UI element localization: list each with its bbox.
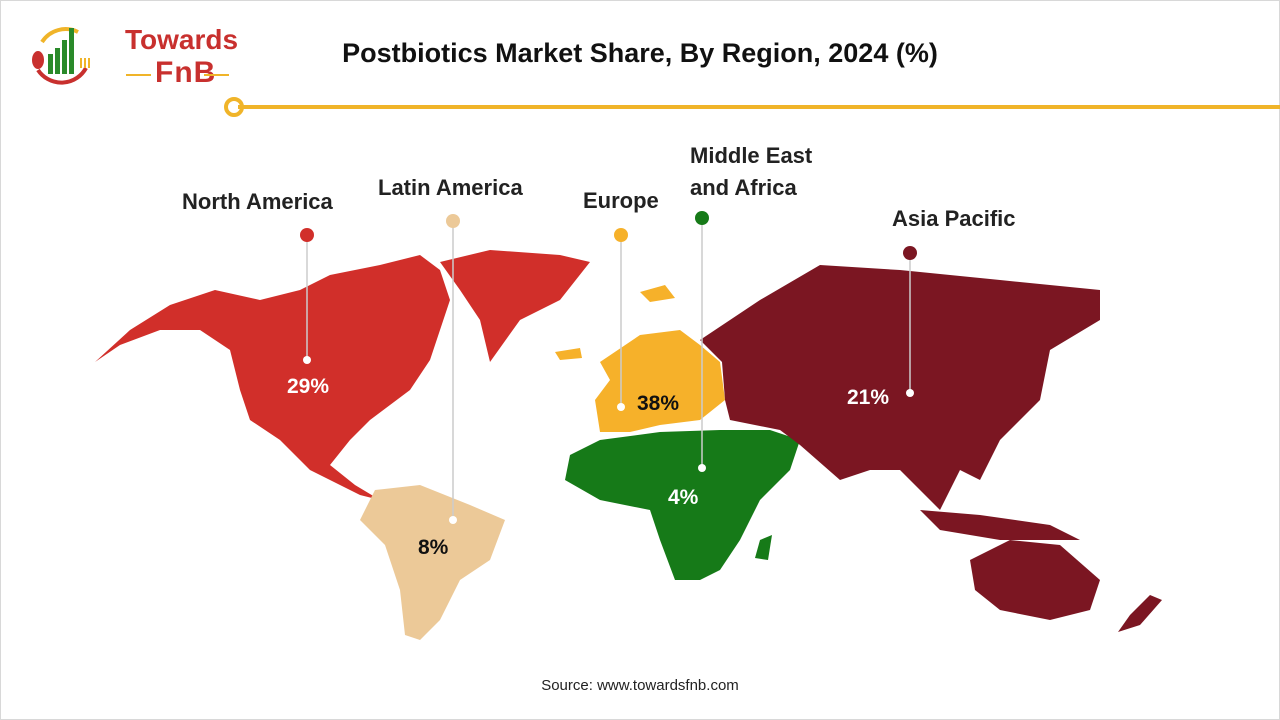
- map-shape: [32, 51, 44, 69]
- region-svalbard: [640, 285, 675, 302]
- logo-text: Towards: [125, 24, 239, 55]
- value-label-latin-america: 8%: [418, 536, 449, 559]
- map-shape: [69, 28, 74, 74]
- marker-anchor: [906, 389, 914, 397]
- value-label-middle-east-africa: 4%: [668, 486, 699, 509]
- map-shape: [40, 27, 79, 44]
- value-label-europe: 38%: [637, 392, 680, 415]
- region-new-zealand: [1118, 595, 1162, 632]
- logo-icon: [32, 27, 90, 85]
- marker-middle-east-africa: [695, 211, 709, 225]
- chart-title-text: Postbiotics Market Share, By Region, 202…: [342, 38, 938, 68]
- region-iceland: [555, 348, 582, 360]
- region-label-asia-pacific: Asia Pacific: [892, 206, 1016, 231]
- map-shape: [84, 58, 86, 68]
- marker-north-america: [300, 228, 314, 242]
- marker-asia-pacific: [903, 246, 917, 260]
- map-shape: [48, 54, 53, 74]
- map-shape: [88, 58, 90, 68]
- region-australia: [970, 540, 1100, 620]
- region-europe: [595, 330, 725, 432]
- region-markers: [300, 211, 917, 524]
- leader-lines: [306, 218, 911, 520]
- value-label-north-america: 29%: [287, 375, 330, 398]
- region-label-north-america: North America: [182, 189, 333, 214]
- region-label-latin-america: Latin America: [378, 175, 523, 200]
- region-greenland: [440, 250, 590, 362]
- marker-anchor: [698, 464, 706, 472]
- value-label-asia-pacific: 21%: [847, 386, 890, 409]
- title-rule: [238, 105, 1280, 109]
- region-indonesia: [920, 510, 1080, 540]
- region-asia-pacific: [700, 265, 1100, 510]
- marker-anchor: [303, 356, 311, 364]
- region-label-europe: Europe: [583, 188, 659, 213]
- logo: Towards FnB: [28, 20, 238, 90]
- region-label-middle-east-africa: Middle East and Africa: [690, 143, 813, 200]
- marker-latin-america: [446, 214, 460, 228]
- region-madagascar: [755, 535, 772, 560]
- map-shape: [80, 58, 82, 68]
- marker-anchor: [617, 403, 625, 411]
- source-note: Source: www.towardsfnb.com: [541, 677, 739, 694]
- chart-title: Postbiotics Market Share, By Region, 202…: [0, 38, 1280, 69]
- logo-divider: [126, 74, 151, 76]
- marker-anchor: [449, 516, 457, 524]
- logo-text: FnB: [155, 56, 217, 89]
- map-shape: [55, 48, 60, 74]
- map-shape: [62, 40, 67, 74]
- region-middle-east-africa: [565, 430, 800, 580]
- map-shape: [36, 66, 88, 85]
- logo-divider: [204, 74, 229, 76]
- marker-europe: [614, 228, 628, 242]
- region-north-america: [95, 255, 450, 500]
- region-latin-america: [360, 485, 505, 640]
